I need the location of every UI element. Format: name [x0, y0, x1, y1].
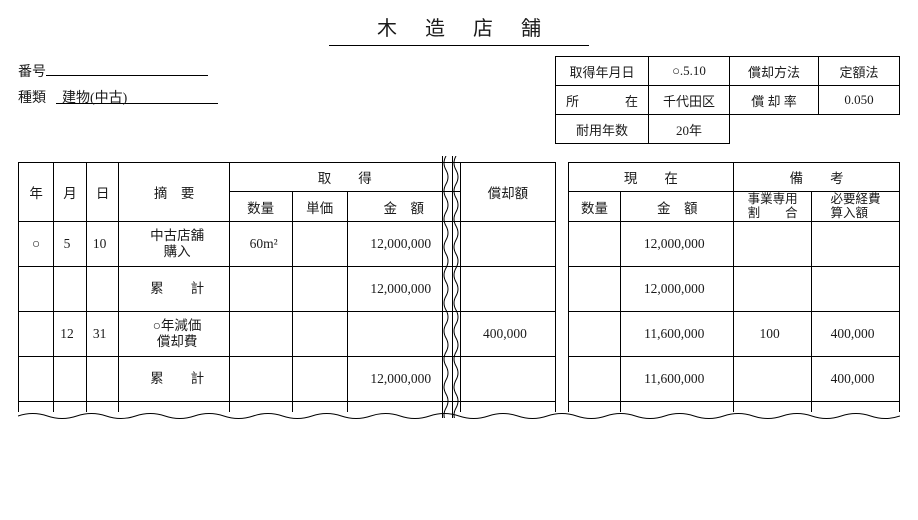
cell-dep	[460, 267, 555, 312]
torn-bottom	[18, 411, 900, 419]
cell-desc: ○年減価償却費	[119, 312, 229, 357]
acq-date-label: 取得年月日	[556, 57, 649, 86]
cell-dep: 400,000	[460, 312, 555, 357]
cell-month	[54, 357, 87, 402]
cell-unit	[292, 312, 347, 357]
cell-exp	[812, 222, 900, 267]
cell-month: 12	[54, 312, 87, 357]
ledger-table: 年 月 日 摘 要 取 得 償却額 現 在 備 考 数量 単価 金 額 数量 金…	[18, 162, 900, 412]
col-pamt: 金 額	[621, 192, 734, 222]
cell-desc: 中古店舖購入	[119, 222, 229, 267]
table-row: 累 計 12,000,000 11,600,000 400,000	[19, 357, 900, 402]
life-value: 20年	[649, 115, 730, 144]
cell-dep	[460, 357, 555, 402]
cell-desc: 累 計	[119, 357, 229, 402]
left-meta: 番号 種類 建物(中古)	[18, 56, 218, 113]
cell-unit	[292, 222, 347, 267]
cell-day	[86, 267, 119, 312]
cell-qty	[229, 267, 292, 312]
cell-amount	[347, 312, 460, 357]
cell-exp	[812, 267, 900, 312]
cell-unit	[292, 357, 347, 402]
header-row-1: 年 月 日 摘 要 取 得 償却額 現 在 備 考	[19, 163, 900, 192]
number-label: 番号	[18, 60, 46, 87]
location-label: 所 在	[556, 86, 649, 115]
title-underline	[329, 45, 589, 46]
col-qty: 数量	[229, 192, 292, 222]
cell-day: 10	[86, 222, 119, 267]
cell-qty	[229, 312, 292, 357]
cell-amount: 12,000,000	[347, 222, 460, 267]
cell-biz: 100	[734, 312, 812, 357]
cell-day: 31	[86, 312, 119, 357]
col-day: 日	[86, 163, 119, 222]
rate-label: 償 却 率	[730, 86, 819, 115]
cell-qty: 60m²	[229, 222, 292, 267]
upper-block: 番号 種類 建物(中古) 取得年月日 ○.5.10 償却方法 定額法 所 在 千…	[18, 56, 900, 144]
cell-pqty	[568, 267, 621, 312]
page-title: 木造店舗	[18, 12, 900, 41]
cell-month	[54, 267, 87, 312]
cell-exp: 400,000	[812, 312, 900, 357]
col-amt: 金 額	[347, 192, 460, 222]
cell-pqty	[568, 222, 621, 267]
kind-label: 種類	[18, 86, 46, 113]
cell-qty	[229, 357, 292, 402]
cell-pqty	[568, 312, 621, 357]
method-label: 償却方法	[730, 57, 819, 86]
cell-year	[19, 312, 54, 357]
cell-month: 5	[54, 222, 87, 267]
cell-year	[19, 357, 54, 402]
cell-pamount: 12,000,000	[621, 222, 734, 267]
col-dep: 償却額	[460, 163, 555, 222]
table-row: 累 計 12,000,000 12,000,000	[19, 267, 900, 312]
col-month: 月	[54, 163, 87, 222]
cell-amount: 12,000,000	[347, 267, 460, 312]
col-year: 年	[19, 163, 54, 222]
gap	[556, 267, 569, 312]
table-row: 1231○年減価償却費400,00011,600,000100400,000	[19, 312, 900, 357]
col-unit: 単価	[292, 192, 347, 222]
cell-biz	[734, 222, 812, 267]
table-row: ○510中古店舖購入60m² 12,000,000 12,000,000	[19, 222, 900, 267]
method-value: 定額法	[819, 57, 900, 86]
kind-value: 建物(中古)	[56, 86, 218, 104]
location-value: 千代田区	[649, 86, 730, 115]
gap	[556, 312, 569, 357]
cell-desc: 累 計	[119, 267, 229, 312]
cell-biz	[734, 267, 812, 312]
cell-dep	[460, 222, 555, 267]
col-biz: 事業専用割 合	[734, 192, 812, 222]
gap	[556, 222, 569, 267]
life-label: 耐用年数	[556, 115, 649, 144]
cell-unit	[292, 267, 347, 312]
gap	[556, 357, 569, 402]
info-table: 取得年月日 ○.5.10 償却方法 定額法 所 在 千代田区 償 却 率 0.0…	[555, 56, 900, 144]
cell-pqty	[568, 357, 621, 402]
col-desc: 摘 要	[119, 163, 229, 222]
cell-exp: 400,000	[812, 357, 900, 402]
gap	[556, 163, 569, 222]
col-exp: 必要経費算入額	[812, 192, 900, 222]
col-acq: 取 得	[229, 163, 460, 192]
cell-year: ○	[19, 222, 54, 267]
col-present: 現 在	[568, 163, 734, 192]
col-pqty: 数量	[568, 192, 621, 222]
cell-day	[86, 357, 119, 402]
cell-pamount: 11,600,000	[621, 357, 734, 402]
col-remarks: 備 考	[734, 163, 900, 192]
cell-pamount: 11,600,000	[621, 312, 734, 357]
number-value	[46, 58, 208, 76]
ledger: 年 月 日 摘 要 取 得 償却額 現 在 備 考 数量 単価 金 額 数量 金…	[18, 162, 900, 419]
acq-date-value: ○.5.10	[649, 57, 730, 86]
cell-year	[19, 267, 54, 312]
cell-pamount: 12,000,000	[621, 267, 734, 312]
cell-biz	[734, 357, 812, 402]
rate-value: 0.050	[819, 86, 900, 115]
cell-amount: 12,000,000	[347, 357, 460, 402]
